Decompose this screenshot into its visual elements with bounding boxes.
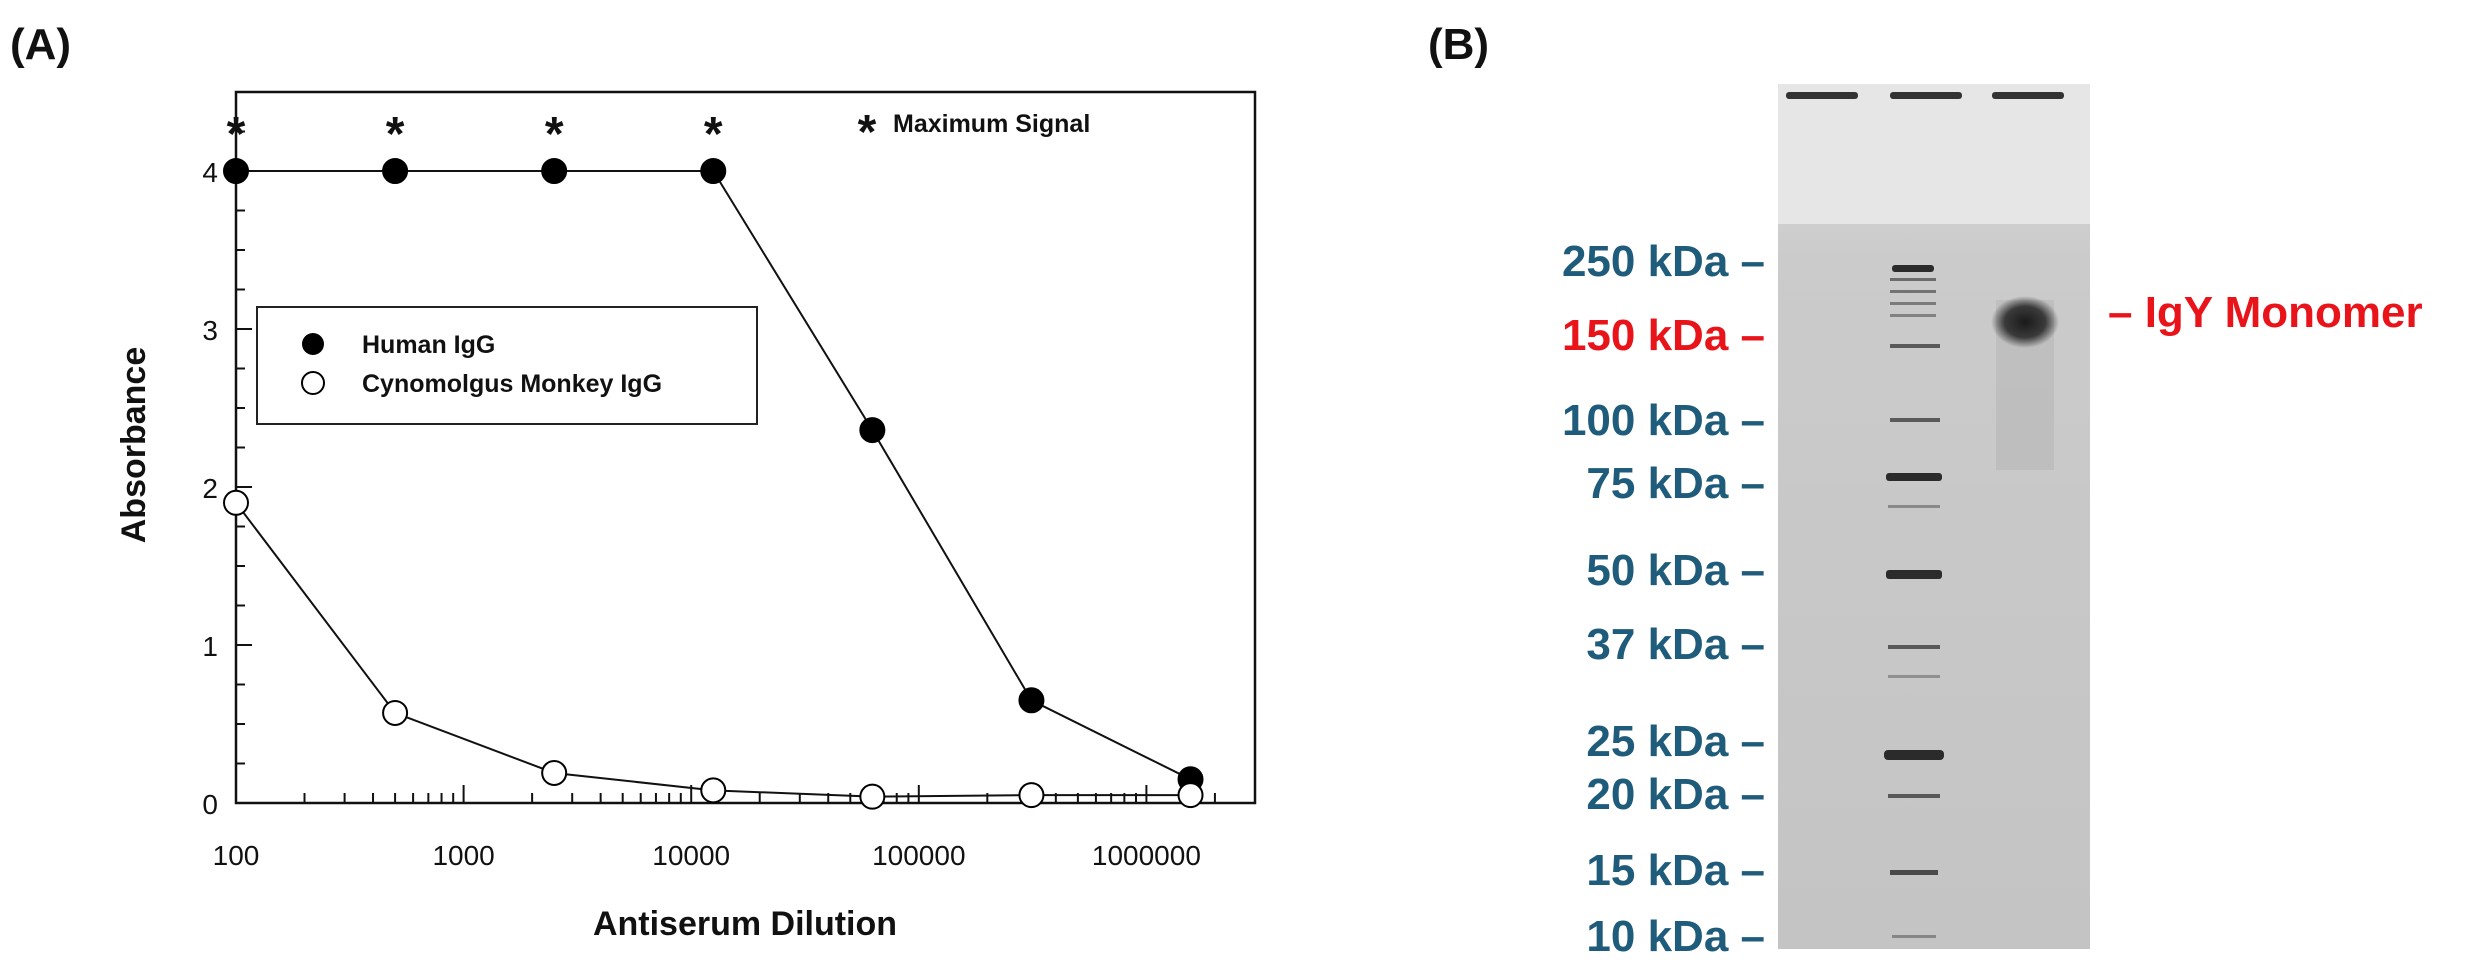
y-axis-ticks: 0 1 2 3 4 [202, 91, 252, 820]
max-signal-legend-text: Maximum Signal [893, 110, 1090, 138]
x-axis-ticks: 100 1000 10000 100000 1000000 [213, 785, 1256, 871]
max-signal-asterisk: * [386, 108, 405, 161]
max-signal-asterisk: * [704, 108, 723, 161]
legend: Human IgG Cynomolgus Monkey IgG [256, 306, 758, 425]
gel-marker-label: 25 kDa – [1586, 717, 1765, 766]
cyno-igg-point [382, 699, 409, 726]
gel-well [1992, 92, 2064, 99]
gel-marker-label: 100 kDa – [1561, 396, 1765, 445]
ladder-lane [1884, 265, 1944, 938]
human-igg-point [382, 158, 409, 184]
panel-a-label: (A) [10, 20, 72, 69]
legend-label-cyno-igg: Cynomolgus Monkey IgG [362, 370, 662, 398]
cyno-igg-point [859, 783, 886, 810]
gel-marker-label: 150 kDa – [1561, 311, 1765, 360]
y-tick-label: 1 [202, 631, 218, 662]
x-tick-label: 1000000 [1092, 840, 1201, 871]
gel-image [1778, 84, 2090, 949]
cyno-igg-point [700, 777, 727, 804]
gel-marker-label: 37 kDa – [1586, 620, 1765, 669]
plot-area-border [234, 90, 1257, 805]
x-axis-label: Antiserum Dilution [593, 905, 897, 943]
gel-marker-label: 75 kDa – [1586, 459, 1765, 508]
x-tick-label: 1000 [432, 840, 494, 871]
gel-marker-label: 250 kDa – [1561, 237, 1765, 286]
y-axis-label: Absorbance [115, 347, 153, 544]
gel-marker-label: 50 kDa – [1586, 546, 1765, 595]
legend-marker-cyno-igg [301, 371, 325, 395]
human-igg-point [223, 158, 249, 184]
human-igg-point [700, 158, 727, 184]
legend-marker-human-igg [302, 333, 324, 355]
y-tick-label: 4 [202, 157, 218, 188]
series-line-1 [236, 170, 1191, 781]
x-tick-label: 100 [213, 840, 260, 871]
human-igg-point [859, 417, 886, 444]
y-tick-label: 2 [202, 473, 218, 504]
gel-marker-label: 10 kDa – [1586, 912, 1765, 961]
series-line-2 [235, 502, 1191, 798]
y-tick-label: 3 [202, 315, 218, 346]
x-tick-label: 10000 [652, 840, 730, 871]
series-points [223, 158, 1204, 810]
cyno-igg-point [541, 759, 568, 786]
y-tick-label: 0 [202, 789, 218, 820]
max-signal-asterisk: * [545, 108, 564, 161]
cyno-igg-point [1018, 782, 1045, 809]
igy-monomer-band [1991, 296, 2059, 348]
gel-well [1890, 92, 1962, 99]
series-lines [235, 170, 1191, 798]
gel-marker-label: 15 kDa – [1586, 846, 1765, 895]
igy-monomer-annotation: – IgY Monomer [2108, 288, 2423, 337]
cyno-igg-point [223, 489, 249, 516]
gel-marker-label: 20 kDa – [1586, 770, 1765, 819]
plot-frame [234, 90, 1257, 805]
legend-label-human-igg: Human IgG [362, 331, 495, 359]
human-igg-point [541, 158, 568, 184]
gel-well [1786, 92, 1858, 99]
cyno-igg-point [1177, 782, 1204, 809]
max-signal-asterisks: * * * * [227, 108, 723, 161]
panel-b-label: (B) [1428, 20, 1490, 69]
x-tick-label: 100000 [872, 840, 965, 871]
human-igg-point [1018, 687, 1045, 714]
max-signal-legend-asterisk: * [858, 106, 877, 159]
max-signal-asterisk: * [227, 108, 246, 161]
